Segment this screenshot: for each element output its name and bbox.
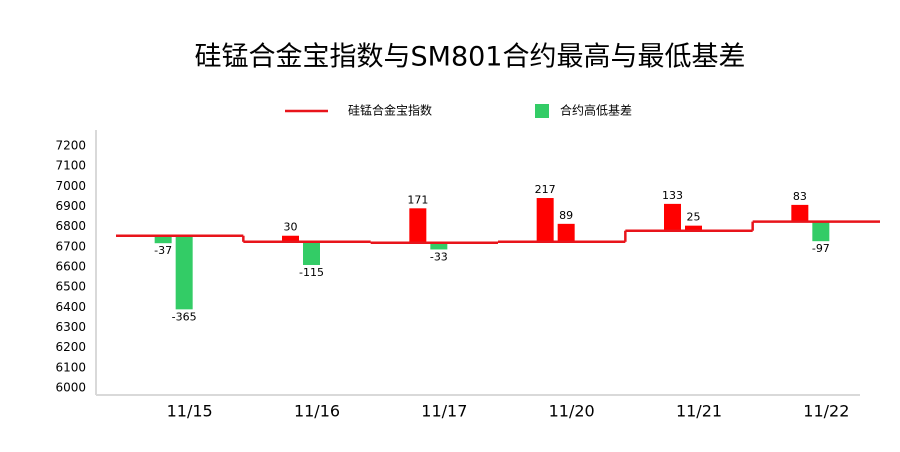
bar xyxy=(430,242,448,250)
legend-swatch xyxy=(535,104,549,118)
data-label: -37 xyxy=(154,244,172,257)
bar xyxy=(154,235,172,244)
y-tick-label: 6100 xyxy=(55,360,86,374)
y-tick-label: 6400 xyxy=(55,300,86,314)
bar xyxy=(685,225,702,231)
x-tick-label: 11/16 xyxy=(294,402,340,421)
bar xyxy=(536,198,554,242)
data-label: 171 xyxy=(407,193,428,206)
x-tick-label: 11/22 xyxy=(803,402,849,421)
bar xyxy=(791,204,809,222)
y-tick-label: 7000 xyxy=(55,179,86,193)
bar xyxy=(557,223,575,242)
bar xyxy=(282,235,299,242)
x-tick-label: 11/17 xyxy=(421,402,467,421)
x-tick-label: 11/20 xyxy=(549,402,595,421)
y-tick-label: 6000 xyxy=(55,381,86,395)
bar xyxy=(664,203,681,231)
data-label: 133 xyxy=(662,189,683,202)
bar xyxy=(409,208,427,243)
y-tick-label: 7100 xyxy=(55,159,86,173)
data-label: 217 xyxy=(535,183,556,196)
data-label: -97 xyxy=(812,242,830,255)
chart-title: 硅锰合金宝指数与SM801合约最高与最低基差 xyxy=(195,42,746,73)
data-label: 89 xyxy=(559,209,573,222)
y-tick-label: 6700 xyxy=(55,239,86,253)
bar xyxy=(175,235,193,310)
legend-label: 合约高低基差 xyxy=(560,103,632,118)
data-label: 83 xyxy=(793,190,807,203)
x-tick-label: 11/15 xyxy=(167,402,213,421)
y-tick-label: 6800 xyxy=(55,219,86,233)
bar xyxy=(812,221,830,242)
legend-label: 硅锰合金宝指数 xyxy=(348,103,432,118)
data-label: -33 xyxy=(430,250,448,263)
y-tick-label: 6500 xyxy=(55,280,86,294)
y-tick-label: 6200 xyxy=(55,340,86,354)
y-tick-label: 6900 xyxy=(55,199,86,213)
data-label: 25 xyxy=(687,211,701,224)
y-tick-label: 6300 xyxy=(55,320,86,334)
data-label: 30 xyxy=(284,221,298,234)
data-label: -115 xyxy=(299,266,324,279)
y-tick-label: 6600 xyxy=(55,260,86,274)
bar xyxy=(303,241,320,265)
data-label: -365 xyxy=(172,310,197,323)
x-tick-label: 11/21 xyxy=(676,402,722,421)
y-tick-label: 7200 xyxy=(55,139,86,153)
